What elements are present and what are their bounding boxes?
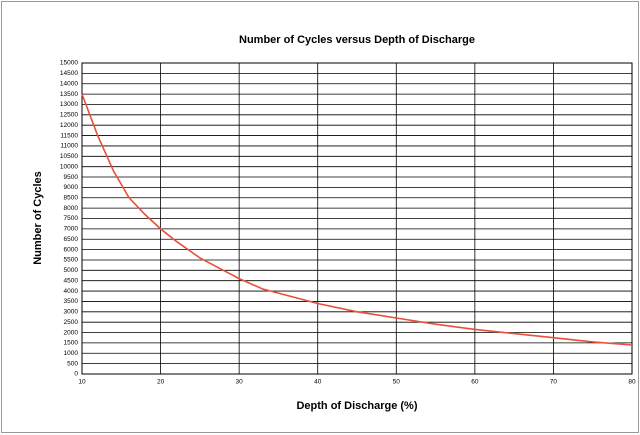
y-axis-label: Number of Cycles — [32, 171, 44, 265]
y-tick-label: 12500 — [60, 112, 78, 119]
x-tick-label: 80 — [628, 379, 636, 386]
y-tick-label: 6000 — [64, 246, 79, 253]
y-tick-label: 4000 — [64, 288, 79, 295]
y-tick-label: 5000 — [64, 267, 79, 274]
y-tick-label: 8500 — [64, 194, 79, 201]
y-tick-label: 12000 — [60, 122, 78, 129]
y-tick-label: 1000 — [64, 350, 79, 357]
y-tick-label: 3500 — [64, 298, 79, 305]
x-axis-label: Depth of Discharge (%) — [296, 400, 417, 412]
x-tick-label: 30 — [236, 379, 244, 386]
y-tick-label: 2000 — [64, 329, 79, 336]
y-tick-label: 2500 — [64, 319, 79, 326]
y-tick-label: 14000 — [60, 80, 78, 87]
x-tick-label: 20 — [157, 379, 165, 386]
y-tick-label: 8000 — [64, 205, 79, 212]
data-line — [81, 93, 633, 346]
x-tick-label: 70 — [550, 379, 558, 386]
y-tick-label: 7000 — [64, 226, 79, 233]
x-tick-label: 10 — [78, 379, 86, 386]
y-tick-label: 4500 — [64, 277, 79, 284]
y-tick-label: 9000 — [64, 184, 79, 191]
x-tick-label: 40 — [314, 379, 322, 386]
y-tick-label: 3000 — [64, 309, 79, 316]
y-tick-label: 15000 — [60, 60, 78, 67]
y-tick-label: 0 — [74, 371, 78, 378]
y-tick-label: 5500 — [64, 257, 79, 264]
x-tick-label: 50 — [393, 379, 401, 386]
y-tick-label: 10500 — [60, 153, 78, 160]
y-tick-label: 11500 — [60, 132, 78, 139]
y-tick-label: 13000 — [60, 101, 78, 108]
y-tick-label: 13500 — [60, 91, 78, 98]
y-tick-label: 1500 — [64, 340, 79, 347]
y-tick-label: 10000 — [60, 163, 78, 170]
x-tick-label: 60 — [471, 379, 479, 386]
y-tick-label: 500 — [67, 360, 78, 367]
y-tick-label: 7500 — [64, 215, 79, 222]
y-tick-label: 14500 — [60, 70, 78, 77]
y-tick-label: 9500 — [64, 174, 79, 181]
y-tick-label: 6500 — [64, 236, 79, 243]
y-tick-label: 11000 — [60, 143, 78, 150]
chart-title: Number of Cycles versus Depth of Dischar… — [239, 34, 475, 46]
